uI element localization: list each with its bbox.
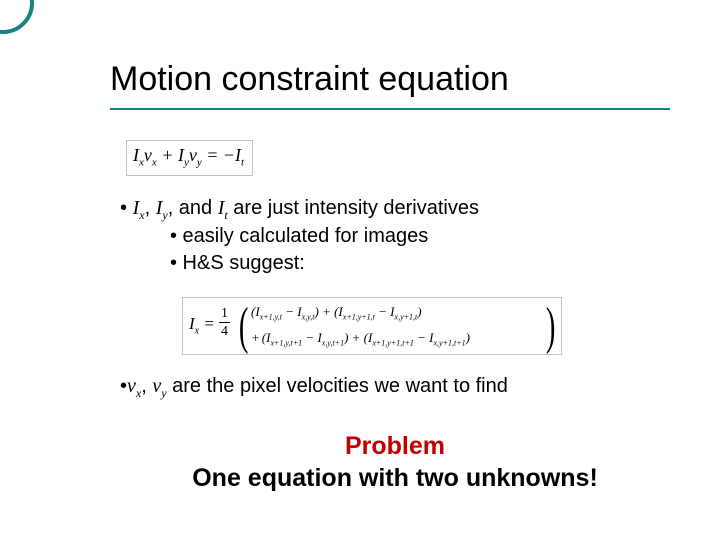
problem-statement: Problem One equation with two unknowns! [110, 430, 680, 494]
sub-bullet-easy: • easily calculated for images [170, 223, 680, 250]
bullet-derivatives: • Ix, Iy, and It are just intensity deri… [120, 195, 680, 223]
eq-fraction: 1 4 [219, 305, 230, 340]
slide-title: Motion constraint equation [110, 60, 509, 99]
sub-bullet-hs: • H&S suggest: [170, 250, 680, 277]
ix-derivative-equation: Ix = 1 4 ( ) (Ix+1,y,t − Ix,y,t) + (Ix+1… [182, 297, 562, 355]
corner-decoration [0, 0, 34, 34]
big-paren-left: ( [239, 297, 249, 356]
bullet-velocities: •vx, vy are the pixel velocities we want… [120, 375, 700, 401]
problem-word: Problem [345, 432, 445, 460]
eq-row-1: (Ix+1,y,t − Ix,y,t) + (Ix+1,y+1,t − Ix,y… [251, 304, 422, 322]
problem-line2: One equation with two unknowns! [192, 464, 598, 492]
eq-row-2: +(Ix+1,y,t+1 − Ix,y,t+1) + (Ix+1,y+1,t+1… [251, 330, 470, 348]
eq-lhs: Ix = [189, 314, 215, 336]
bullet-block-1: • Ix, Iy, and It are just intensity deri… [120, 195, 680, 277]
motion-constraint-equation: Ixvx + Iyvy = −It [126, 140, 253, 176]
title-underline [110, 108, 670, 110]
big-paren-right: ) [546, 297, 556, 356]
